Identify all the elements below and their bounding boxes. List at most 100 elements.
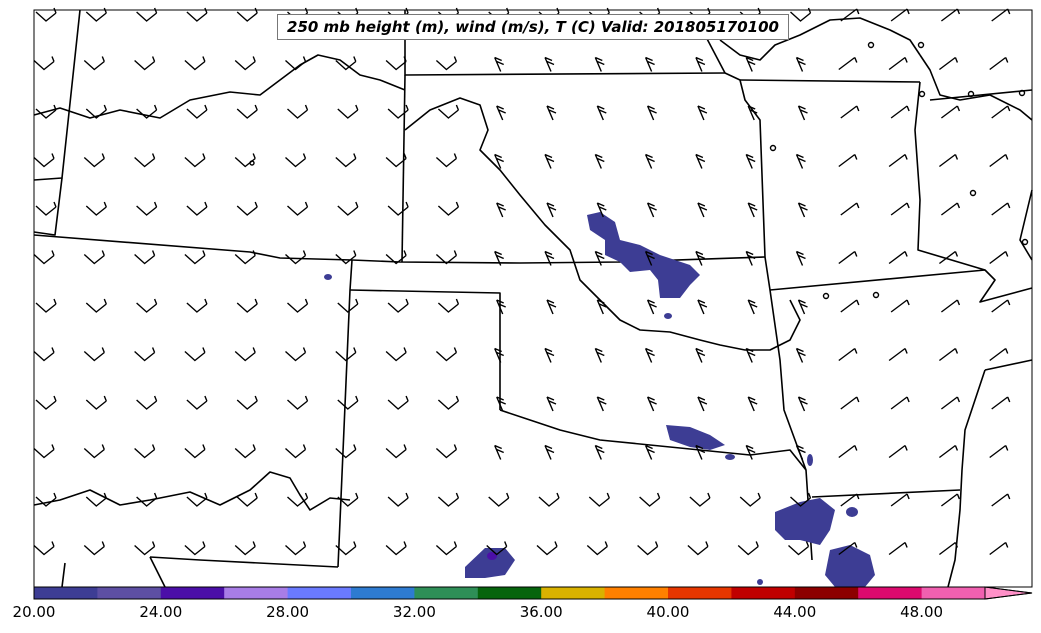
- wind-barb: [184, 347, 206, 362]
- wind-barb: [35, 492, 57, 507]
- wind-barb: [335, 541, 357, 556]
- wind-barb: [437, 395, 460, 410]
- wind-barb: [136, 298, 158, 313]
- colorbar-tick-label: 36.00: [519, 603, 563, 621]
- wind-barb: [795, 347, 806, 363]
- wind-barb: [840, 202, 860, 216]
- colorbar-segment: [794, 587, 859, 599]
- wind-barb: [596, 105, 607, 121]
- map-plot-area: [33, 9, 1033, 588]
- wind-barb: [644, 444, 655, 460]
- wind-barb: [186, 201, 208, 216]
- colorbar-segment: [858, 587, 923, 599]
- wind-barb: [989, 444, 1009, 459]
- wind-barb: [745, 56, 756, 72]
- wind-barb: [888, 250, 908, 265]
- wind-barb: [287, 201, 309, 216]
- wind-barb: [838, 153, 858, 168]
- wind-barb: [134, 153, 156, 168]
- wind-barb: [186, 395, 208, 410]
- wind-barb: [646, 202, 657, 218]
- wind-barb: [184, 56, 206, 71]
- wind-barb: [494, 444, 504, 460]
- wind-barb: [387, 201, 409, 216]
- colorbar-segment: [97, 587, 162, 599]
- wind-barb: [35, 395, 57, 410]
- wind-barb: [387, 298, 409, 313]
- wind-barb: [234, 541, 256, 556]
- wind-barb: [588, 492, 610, 507]
- wind-barb: [236, 201, 258, 216]
- wind-barb: [646, 396, 657, 412]
- wind-barb: [83, 153, 105, 168]
- wind-barb: [496, 299, 506, 315]
- wind-barb: [236, 7, 258, 22]
- wind-barb: [890, 396, 910, 410]
- wind-barb: [134, 56, 156, 71]
- wind-barb: [594, 444, 605, 460]
- colorbar-segment: [287, 587, 352, 599]
- wind-barb: [435, 250, 458, 265]
- wind-barb: [494, 153, 504, 169]
- wind-barb: [335, 153, 357, 168]
- wind-barb: [494, 347, 504, 363]
- wind-barb: [285, 444, 307, 459]
- wind-barb: [890, 299, 910, 313]
- wind-barb: [35, 298, 57, 313]
- wind-barb: [594, 153, 605, 169]
- wind-barb: [85, 7, 107, 22]
- wind-barb: [285, 250, 307, 265]
- wind-barb: [287, 395, 309, 410]
- wind-barb: [184, 153, 206, 168]
- wind-barb: [546, 105, 557, 121]
- wind-barb: [496, 396, 506, 412]
- wind-barb: [991, 202, 1011, 216]
- temperature-shading: [324, 212, 875, 587]
- wind-barb: [797, 105, 808, 121]
- wind-barb: [236, 492, 258, 507]
- wind-barb: [596, 396, 607, 412]
- wind-barb: [795, 153, 806, 169]
- wind-barb: [797, 299, 808, 315]
- wind-barb: [488, 492, 510, 507]
- wind-barb: [385, 250, 407, 265]
- wind-barb: [184, 250, 206, 265]
- colorbar-segment: [731, 587, 796, 599]
- wind-barb: [85, 298, 107, 313]
- wind-barb: [435, 153, 458, 168]
- wind-barb: [840, 105, 860, 119]
- wind-barb: [33, 56, 55, 71]
- wind-barb: [335, 250, 357, 265]
- temperature-shading-core: [487, 552, 497, 560]
- wind-barb: [745, 444, 756, 460]
- wind-barb: [236, 298, 258, 313]
- colorbar-segment: [921, 587, 986, 599]
- wind-barb: [940, 493, 961, 507]
- wind-barb: [989, 153, 1009, 168]
- wind-barb: [991, 8, 1011, 22]
- colorbar-tick-label: 44.00: [773, 603, 817, 621]
- wind-barb: [437, 492, 460, 507]
- wind-barb: [134, 541, 156, 556]
- wind-barb: [186, 298, 208, 313]
- wind-barb: [496, 105, 506, 121]
- wind-barb: [33, 541, 55, 556]
- wind-barb: [687, 541, 709, 556]
- wind-barb: [544, 56, 555, 72]
- wind-barb: [184, 444, 206, 459]
- wind-barb: [745, 347, 756, 363]
- wind-barb: [538, 492, 560, 507]
- wind-barbs: [33, 7, 1011, 556]
- wind-barb: [486, 541, 508, 556]
- wind-barb: [991, 493, 1011, 507]
- wind-barb: [387, 104, 409, 119]
- wind-barb: [888, 153, 908, 168]
- wind-barb: [890, 493, 910, 507]
- wind-barb: [33, 153, 55, 168]
- wind-barb: [888, 56, 908, 71]
- wind-barb: [737, 541, 759, 556]
- wind-barb: [186, 104, 208, 119]
- wind-barb: [494, 250, 504, 266]
- wind-barb: [697, 105, 708, 121]
